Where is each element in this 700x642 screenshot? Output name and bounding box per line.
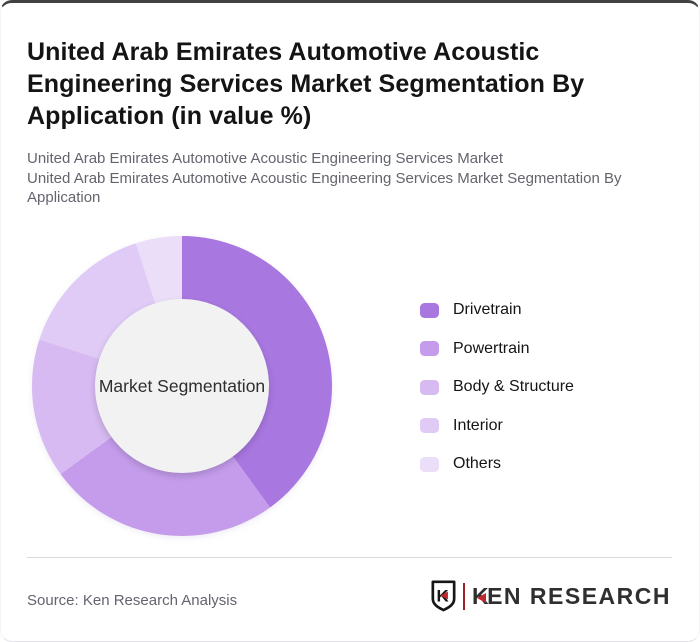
donut-center-label: Market Segmentation <box>98 375 266 396</box>
brand-text: KEN RESEARCH <box>472 583 671 610</box>
legend-label: Interior <box>453 416 503 434</box>
legend-item: Body & Structure <box>420 378 574 395</box>
logo-separator <box>462 582 465 610</box>
legend-label: Others <box>453 455 502 472</box>
footer-divider <box>27 557 672 558</box>
donut-chart: Market Segmentation <box>32 236 332 536</box>
donut-center: Market Segmentation <box>95 299 269 473</box>
legend-item: Powertrain <box>420 339 574 357</box>
legend-label: Powertrain <box>453 339 530 357</box>
legend-swatch <box>420 302 439 318</box>
legend-swatch <box>420 456 439 472</box>
ken-research-logo: K KEN RESEARCH <box>430 580 671 612</box>
legend-swatch <box>420 418 439 433</box>
page-title: United Arab Emirates Automotive Acoustic… <box>27 36 647 132</box>
legend-swatch <box>420 341 439 356</box>
ken-research-shield-icon: K <box>431 580 456 612</box>
red-triangle-icon <box>477 592 487 603</box>
subtitle-line: United Arab Emirates Automotive Acoustic… <box>27 150 504 167</box>
chart-subtitle: United Arab Emirates Automotive Acoustic… <box>27 149 667 208</box>
legend-item: Drivetrain <box>420 301 574 318</box>
subtitle-line: Application <box>27 189 101 206</box>
title-line: Engineering Services Market Segmentation… <box>27 70 585 98</box>
legend: Drivetrain Powertrain Body & Structure Inte… <box>420 301 574 472</box>
legend-label: Body & Structure <box>453 378 574 395</box>
shield-red-triangle-icon <box>440 591 448 600</box>
source-text: Source: Ken Research Analysis <box>27 592 238 609</box>
subtitle-line: United Arab Emirates Automotive Acoustic… <box>27 169 622 187</box>
brand-rest: EN RESEARCH <box>487 582 671 609</box>
legend-label: Drivetrain <box>453 301 522 318</box>
title-line: United Arab Emirates Automotive Acoustic <box>27 38 540 66</box>
legend-item: Interior <box>420 416 574 434</box>
legend-swatch <box>420 379 439 395</box>
title-line: Application (in value %) <box>27 102 312 130</box>
legend-item: Others <box>420 455 574 472</box>
